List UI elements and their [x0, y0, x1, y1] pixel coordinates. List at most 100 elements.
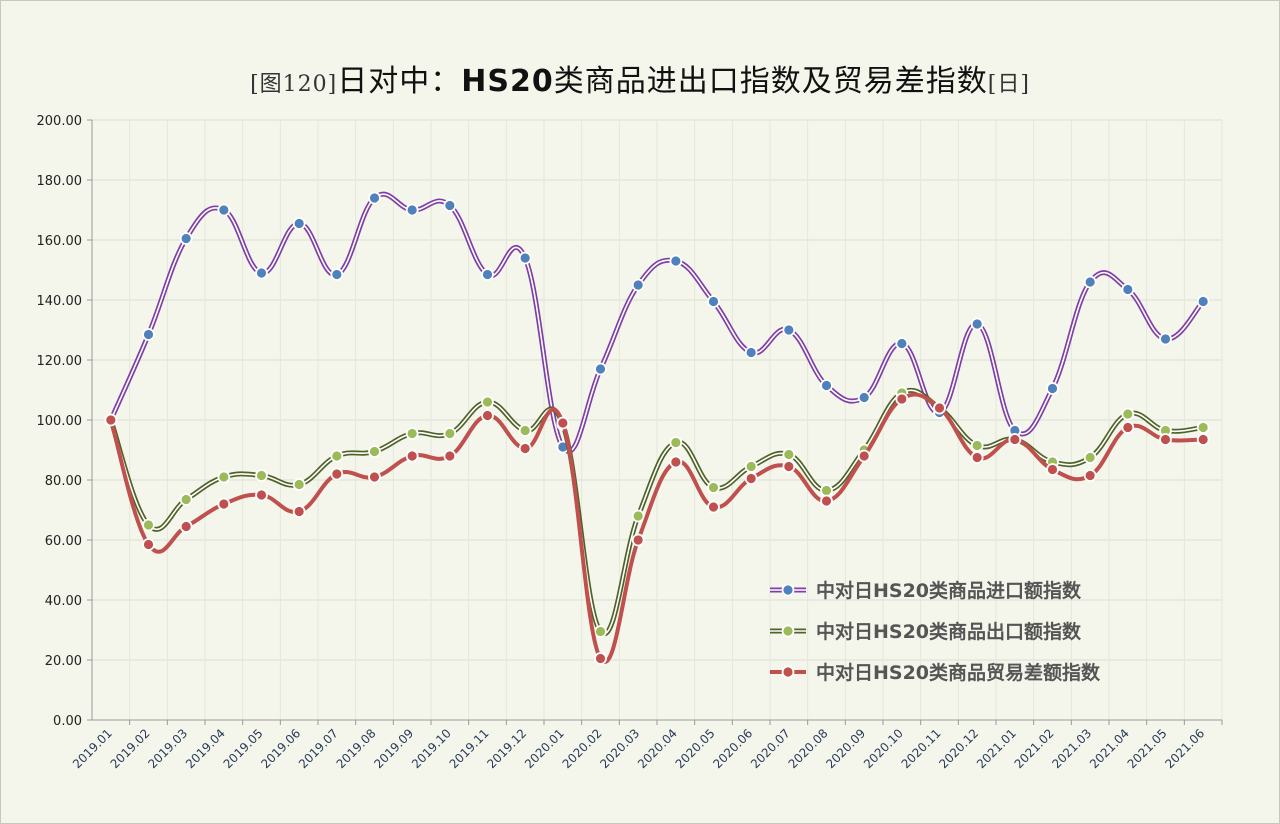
data-point: [970, 317, 984, 331]
title-main-b: 类商品进出口指数及贸易差指数: [553, 64, 988, 99]
legend-marker: [781, 665, 795, 679]
data-point: [104, 413, 118, 427]
x-tick-label: 2020.07: [748, 726, 793, 771]
chart-title: [图120]日对中：HS20类商品进出口指数及贸易差指数[日]: [0, 56, 1280, 100]
data-point: [744, 460, 758, 473]
x-tick-label: 2019.11: [447, 726, 492, 771]
data-point: [292, 217, 306, 230]
data-point: [217, 470, 231, 484]
data-point: [707, 481, 720, 494]
data-point: [707, 295, 720, 308]
data-point: [481, 268, 494, 281]
data-point: [518, 251, 532, 265]
series-balance: [104, 392, 1210, 665]
data-point: [1008, 433, 1022, 446]
legend-label: 中对日HS20类商品进口额指数: [816, 579, 1082, 602]
data-point: [255, 266, 268, 280]
data-point: [1196, 421, 1210, 434]
data-point: [970, 439, 984, 452]
data-point: [405, 203, 419, 217]
data-point: [820, 379, 833, 392]
data-point: [330, 268, 344, 281]
x-tick-label: 2019.07: [296, 726, 341, 771]
data-point: [330, 449, 344, 463]
data-point: [933, 401, 946, 415]
data-point: [820, 494, 833, 508]
x-tick-label: 2021.06: [1162, 726, 1207, 771]
data-point: [179, 520, 193, 533]
data-point: [782, 448, 796, 461]
data-point: [481, 409, 494, 422]
data-point: [292, 505, 306, 518]
data-point: [895, 392, 909, 406]
x-tick-label: 2019.10: [409, 726, 454, 771]
x-tick-label: 2021.02: [1012, 726, 1057, 771]
x-tick-label: 2020.12: [936, 726, 981, 771]
data-point: [368, 470, 381, 484]
data-point: [970, 451, 984, 464]
x-tick-label: 2021.03: [1049, 726, 1094, 771]
y-tick-label: 140.00: [37, 294, 83, 309]
title-prefix: [图120]: [250, 72, 338, 97]
legend-item-export: 中对日HS20类商品出口额指数: [770, 620, 1082, 643]
title-main-hs: HS20: [461, 64, 554, 99]
x-tick-label: 2019.06: [258, 726, 303, 771]
x-tick-label: 2019.05: [221, 726, 266, 771]
data-point: [1159, 433, 1172, 446]
data-point: [255, 488, 268, 502]
x-tick-label: 2020.09: [823, 726, 868, 771]
data-point: [1121, 407, 1135, 421]
x-tick-label: 2020.03: [597, 726, 642, 771]
x-tick-label: 2019.04: [183, 726, 228, 771]
data-point: [368, 191, 381, 205]
data-point: [368, 445, 381, 458]
data-point: [707, 500, 720, 514]
legend-label: 中对日HS20类商品贸易差额指数: [816, 661, 1101, 684]
data-point: [292, 478, 306, 491]
legend-marker: [781, 583, 795, 597]
data-point: [631, 278, 645, 292]
data-point: [518, 442, 532, 455]
data-point: [1083, 451, 1097, 464]
x-tick-label: 2019.02: [108, 726, 153, 771]
x-tick-label: 2020.06: [710, 726, 755, 771]
data-point: [895, 337, 909, 350]
x-tick-label: 2020.08: [786, 726, 831, 771]
data-point: [594, 625, 607, 638]
data-point: [1046, 463, 1059, 476]
data-point: [744, 472, 758, 485]
data-point: [594, 652, 607, 665]
x-tick-label: 2019.03: [145, 726, 190, 771]
data-point: [217, 497, 231, 511]
data-point: [744, 346, 758, 359]
data-point: [782, 323, 796, 337]
data-point: [857, 391, 871, 404]
data-point: [481, 395, 494, 409]
title-main-a: 日对中：: [337, 64, 462, 99]
data-point: [556, 416, 570, 430]
data-point: [1196, 295, 1210, 308]
data-point: [405, 427, 419, 440]
data-point: [1159, 332, 1172, 346]
y-tick-label: 80.00: [45, 474, 82, 489]
data-point: [631, 533, 645, 547]
data-point: [518, 424, 532, 437]
x-tick-label: 2019.12: [484, 726, 529, 771]
series-import: [104, 191, 1210, 454]
x-tick-label: 2019.09: [371, 726, 416, 771]
y-tick-label: 20.00: [45, 654, 82, 669]
data-point: [443, 449, 457, 463]
y-tick-label: 100.00: [37, 414, 83, 429]
data-point: [142, 538, 155, 551]
data-point: [179, 232, 193, 245]
x-tick-label: 2019.01: [70, 726, 115, 771]
x-tick-label: 2021.04: [1087, 726, 1132, 771]
y-tick-label: 180.00: [37, 174, 83, 189]
x-tick-label: 2020.05: [673, 726, 718, 771]
data-point: [857, 449, 871, 463]
x-tick-label: 2021.05: [1125, 726, 1170, 771]
legend-label: 中对日HS20类商品出口额指数: [816, 620, 1082, 643]
grid: [91, 119, 1223, 721]
data-point: [820, 484, 833, 497]
